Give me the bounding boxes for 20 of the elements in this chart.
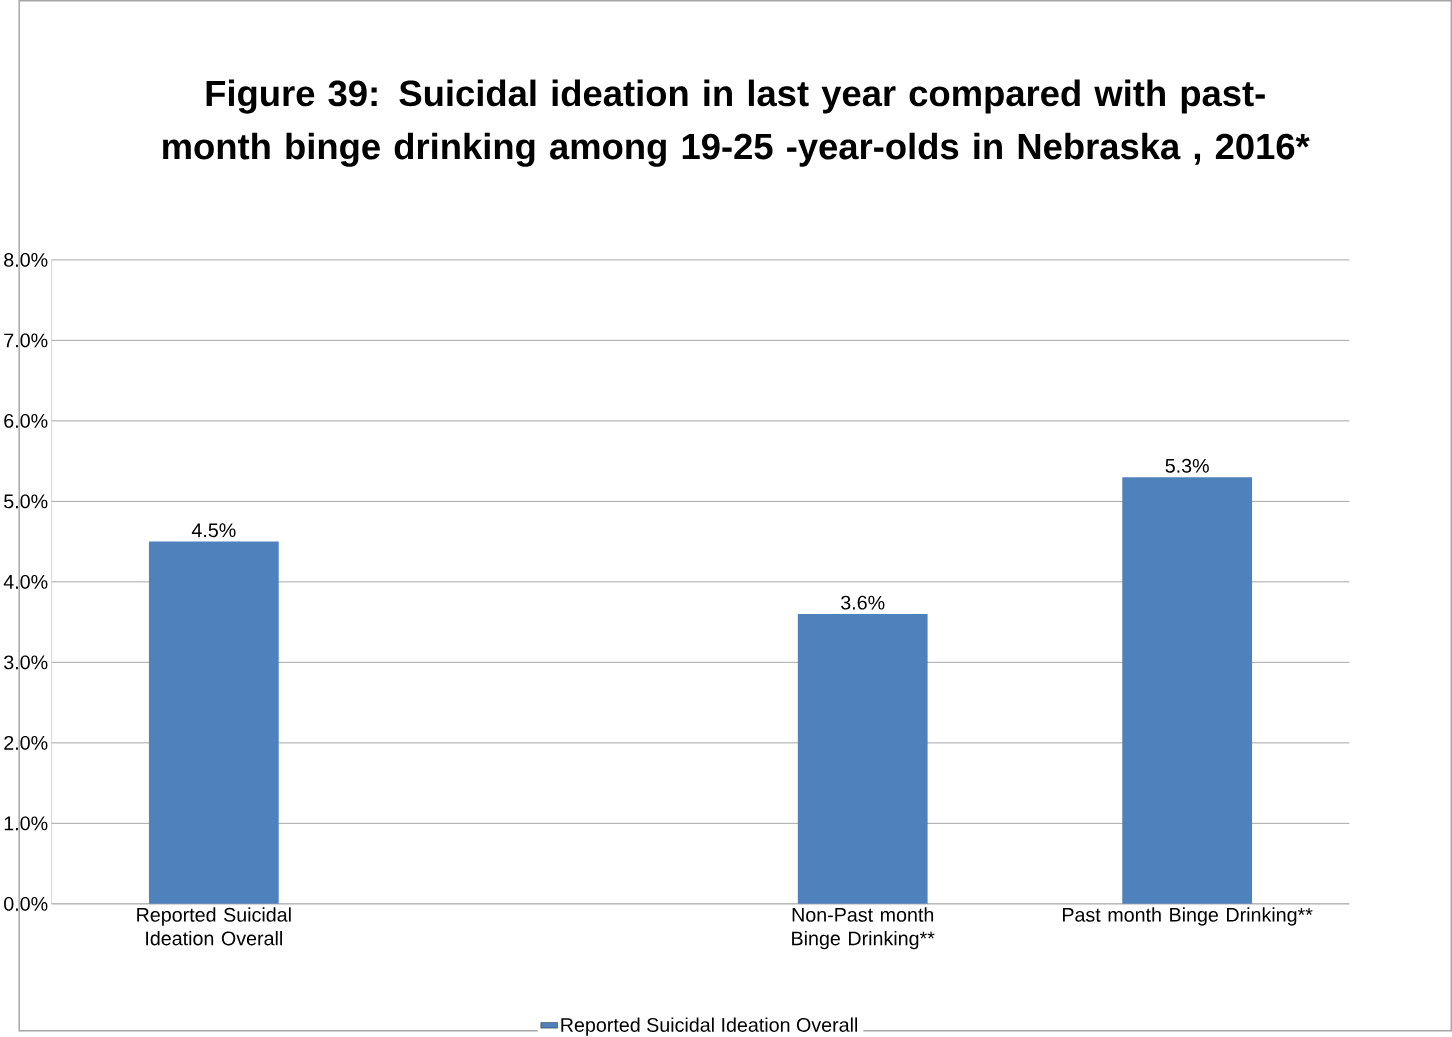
- y-tick-label: 2.0%: [4, 735, 48, 750]
- data-label: 3.6%: [841, 595, 885, 610]
- y-tick-label: 1.0%: [4, 816, 48, 831]
- x-tick-label: Past month Binge Drinking**: [1062, 907, 1313, 926]
- x-tick-label: Reported Suicidal Ideation Overall: [137, 907, 291, 946]
- legend-label: Reported Suicidal Ideation Overall: [561, 1017, 858, 1036]
- y-tick-label: 3.0%: [4, 655, 48, 670]
- chart-title: Figure 39: Suicidal ideation in last year compared with past-month binge drinking among 19-25 -year-olds in Nebraska , 2016*: [163, 79, 1310, 167]
- bar: [148, 541, 279, 904]
- y-tick-label: 8.0%: [4, 252, 48, 267]
- y-tick-label: 6.0%: [4, 413, 48, 428]
- bar: [797, 614, 928, 904]
- y-tick-label: 0.0%: [4, 896, 48, 911]
- y-tick-label: 5.0%: [4, 494, 48, 509]
- x-tick-label: Non-Past month Binge Drinking**: [792, 907, 935, 950]
- bar: [1122, 477, 1253, 904]
- data-label: 5.3%: [1165, 458, 1209, 473]
- data-label: 4.5%: [191, 523, 236, 538]
- y-tick-label: 7.0%: [4, 333, 48, 348]
- y-tick-label: 4.0%: [3, 574, 48, 589]
